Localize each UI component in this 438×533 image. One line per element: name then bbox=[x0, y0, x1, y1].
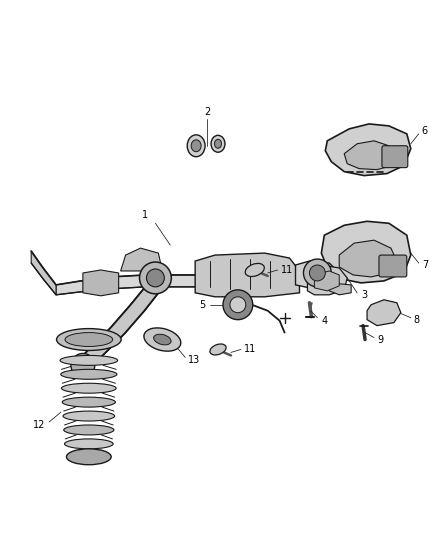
Ellipse shape bbox=[64, 425, 114, 435]
Ellipse shape bbox=[67, 449, 111, 465]
Ellipse shape bbox=[191, 140, 201, 152]
Polygon shape bbox=[344, 141, 397, 169]
Text: 11: 11 bbox=[244, 344, 256, 354]
Text: 4: 4 bbox=[321, 316, 328, 326]
Ellipse shape bbox=[211, 135, 225, 152]
Polygon shape bbox=[308, 303, 312, 311]
Ellipse shape bbox=[144, 328, 181, 351]
Circle shape bbox=[230, 297, 246, 313]
FancyBboxPatch shape bbox=[379, 255, 407, 277]
Circle shape bbox=[304, 259, 331, 287]
Polygon shape bbox=[76, 283, 162, 367]
Polygon shape bbox=[321, 221, 411, 283]
Circle shape bbox=[309, 265, 325, 281]
Text: 3: 3 bbox=[361, 290, 367, 300]
Polygon shape bbox=[83, 270, 119, 296]
Text: 2: 2 bbox=[204, 107, 210, 117]
Ellipse shape bbox=[61, 383, 116, 393]
Polygon shape bbox=[329, 283, 351, 295]
Ellipse shape bbox=[57, 329, 121, 351]
Polygon shape bbox=[367, 300, 401, 326]
Ellipse shape bbox=[215, 139, 222, 148]
Circle shape bbox=[223, 290, 253, 320]
Polygon shape bbox=[339, 240, 397, 277]
Ellipse shape bbox=[64, 439, 113, 449]
Polygon shape bbox=[195, 253, 300, 297]
Polygon shape bbox=[325, 124, 411, 175]
Polygon shape bbox=[314, 271, 339, 291]
Text: 6: 6 bbox=[422, 126, 428, 136]
Polygon shape bbox=[296, 261, 337, 288]
Polygon shape bbox=[120, 248, 162, 271]
Ellipse shape bbox=[61, 369, 117, 379]
Text: 5: 5 bbox=[199, 300, 205, 310]
Text: 10: 10 bbox=[64, 333, 76, 343]
Ellipse shape bbox=[62, 397, 115, 407]
Circle shape bbox=[146, 269, 164, 287]
Text: 7: 7 bbox=[422, 260, 428, 270]
Text: 12: 12 bbox=[33, 420, 45, 430]
Polygon shape bbox=[31, 251, 56, 295]
Polygon shape bbox=[307, 265, 347, 295]
Ellipse shape bbox=[63, 411, 115, 421]
Text: 1: 1 bbox=[142, 211, 148, 220]
Text: 11: 11 bbox=[281, 265, 293, 275]
Circle shape bbox=[71, 353, 95, 377]
Ellipse shape bbox=[187, 135, 205, 157]
Text: 8: 8 bbox=[414, 314, 420, 325]
Polygon shape bbox=[56, 275, 294, 295]
Ellipse shape bbox=[245, 263, 264, 277]
Ellipse shape bbox=[154, 334, 171, 345]
Ellipse shape bbox=[60, 356, 118, 365]
Text: 9: 9 bbox=[377, 335, 383, 344]
Ellipse shape bbox=[210, 344, 226, 355]
FancyBboxPatch shape bbox=[382, 146, 408, 168]
Text: 13: 13 bbox=[188, 356, 201, 366]
Circle shape bbox=[140, 262, 171, 294]
Ellipse shape bbox=[65, 333, 113, 346]
